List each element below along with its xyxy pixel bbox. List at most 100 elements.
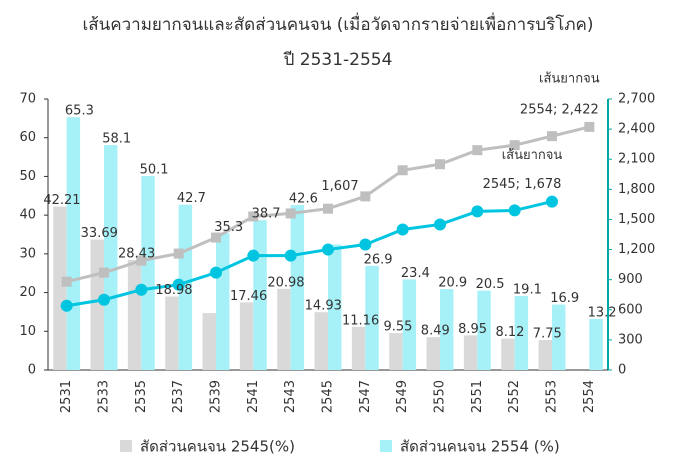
marker bbox=[397, 165, 408, 176]
marker bbox=[434, 218, 446, 231]
y-tick-label: 10 bbox=[19, 324, 36, 339]
bar bbox=[538, 339, 552, 370]
data-label: 42.7 bbox=[177, 191, 206, 206]
marker bbox=[211, 232, 221, 243]
x-tick-label: 2543 bbox=[283, 380, 298, 413]
data-label: 58.1 bbox=[102, 132, 131, 147]
marker bbox=[284, 249, 297, 262]
marker bbox=[584, 121, 595, 132]
data-label: 8.49 bbox=[421, 324, 450, 339]
data-label: 38.7 bbox=[252, 207, 281, 222]
marker bbox=[61, 276, 72, 287]
marker bbox=[359, 238, 372, 251]
x-tick-label: 2553 bbox=[545, 380, 560, 413]
bar bbox=[389, 333, 403, 370]
bar bbox=[202, 313, 216, 370]
legend-label: สัดส่วนคนจน 2554 (%) bbox=[400, 438, 560, 456]
bar bbox=[141, 176, 155, 370]
bar bbox=[127, 259, 142, 370]
x-tick-label: 2541 bbox=[246, 380, 261, 413]
bar bbox=[351, 326, 366, 370]
bar bbox=[66, 117, 81, 371]
y2-tick-label: 2,100 bbox=[618, 152, 655, 167]
y2-tick-label: 1,800 bbox=[618, 182, 655, 197]
data-label: 7.75 bbox=[533, 326, 562, 341]
bar bbox=[402, 279, 417, 370]
marker bbox=[136, 255, 147, 266]
chart-title: เส้นความยากจนและสัดส่วนคนจน (เมื่อวัดจาก… bbox=[82, 12, 593, 35]
marker bbox=[396, 223, 409, 236]
data-label: 8.95 bbox=[458, 322, 487, 337]
annotation: 2545; 1,678 bbox=[483, 177, 562, 192]
y2-tick-label: 1,200 bbox=[618, 242, 655, 257]
marker bbox=[546, 195, 558, 208]
marker bbox=[247, 249, 260, 262]
annotation: 2554; 2,422 bbox=[520, 102, 599, 117]
y2-tick-label: 0 bbox=[618, 363, 626, 378]
data-label: 20.5 bbox=[476, 277, 505, 292]
bar bbox=[589, 318, 603, 370]
x-tick-label: 2539 bbox=[209, 380, 224, 413]
bar bbox=[53, 206, 67, 370]
bar bbox=[178, 204, 193, 370]
y2-tick-label: 300 bbox=[618, 332, 643, 347]
line-name: เส้นยากจน bbox=[539, 71, 600, 86]
x-tick-label: 2554 bbox=[582, 380, 597, 413]
y-tick-label: 40 bbox=[19, 208, 36, 223]
marker bbox=[99, 267, 109, 278]
marker bbox=[323, 203, 333, 214]
marker bbox=[322, 243, 334, 256]
bar bbox=[440, 289, 454, 370]
data-label: 11.16 bbox=[342, 313, 379, 328]
y-tick-label: 70 bbox=[19, 92, 36, 107]
x-tick-label: 2533 bbox=[97, 380, 112, 413]
marker bbox=[172, 278, 185, 291]
x-tick-label: 2552 bbox=[507, 380, 522, 413]
marker bbox=[508, 204, 521, 217]
marker bbox=[248, 211, 259, 222]
data-label: 9.55 bbox=[383, 320, 412, 335]
bar bbox=[501, 338, 515, 370]
bar bbox=[365, 265, 379, 370]
line bbox=[66, 200, 553, 308]
x-tick-label: 2547 bbox=[358, 380, 373, 413]
x-tick-label: 2537 bbox=[171, 380, 186, 413]
x-tick-label: 2549 bbox=[395, 380, 410, 413]
y2-tick-label: 2,400 bbox=[618, 122, 655, 137]
marker bbox=[173, 248, 184, 259]
marker bbox=[60, 299, 73, 312]
y-tick-label: 50 bbox=[19, 169, 36, 184]
bar bbox=[104, 145, 118, 370]
y-tick-label: 0 bbox=[28, 363, 36, 378]
data-label: 42.6 bbox=[289, 192, 318, 207]
bar bbox=[514, 296, 529, 370]
y2-tick-label: 600 bbox=[618, 302, 643, 317]
bar bbox=[314, 312, 328, 370]
chart-subtitle: ปี 2531-2554 bbox=[283, 50, 393, 70]
bar bbox=[216, 233, 230, 370]
marker bbox=[471, 205, 484, 218]
data-label: 26.9 bbox=[364, 252, 393, 267]
x-tick-label: 2551 bbox=[470, 380, 485, 413]
data-label: 8.12 bbox=[495, 325, 524, 340]
marker bbox=[360, 191, 371, 202]
bar bbox=[552, 304, 566, 370]
data-label: 65.3 bbox=[65, 104, 94, 119]
bar bbox=[477, 290, 491, 370]
y-tick-label: 30 bbox=[19, 246, 36, 261]
bar bbox=[239, 302, 254, 370]
y-tick-label: 20 bbox=[19, 285, 36, 300]
y2-tick-label: 900 bbox=[618, 272, 643, 287]
marker bbox=[509, 140, 520, 151]
x-tick-label: 2531 bbox=[59, 380, 74, 413]
x-tick-label: 2545 bbox=[321, 380, 336, 413]
legend-label: สัดส่วนคนจน 2545(%) bbox=[140, 438, 295, 456]
line-name: เส้นยากจน bbox=[502, 148, 563, 163]
marker bbox=[135, 283, 148, 296]
data-label: 16.9 bbox=[550, 291, 579, 306]
x-tick-label: 2535 bbox=[134, 380, 149, 413]
data-label: 20.98 bbox=[267, 275, 304, 290]
data-label: 20.9 bbox=[438, 276, 467, 291]
y2-tick-label: 1,500 bbox=[618, 212, 655, 227]
